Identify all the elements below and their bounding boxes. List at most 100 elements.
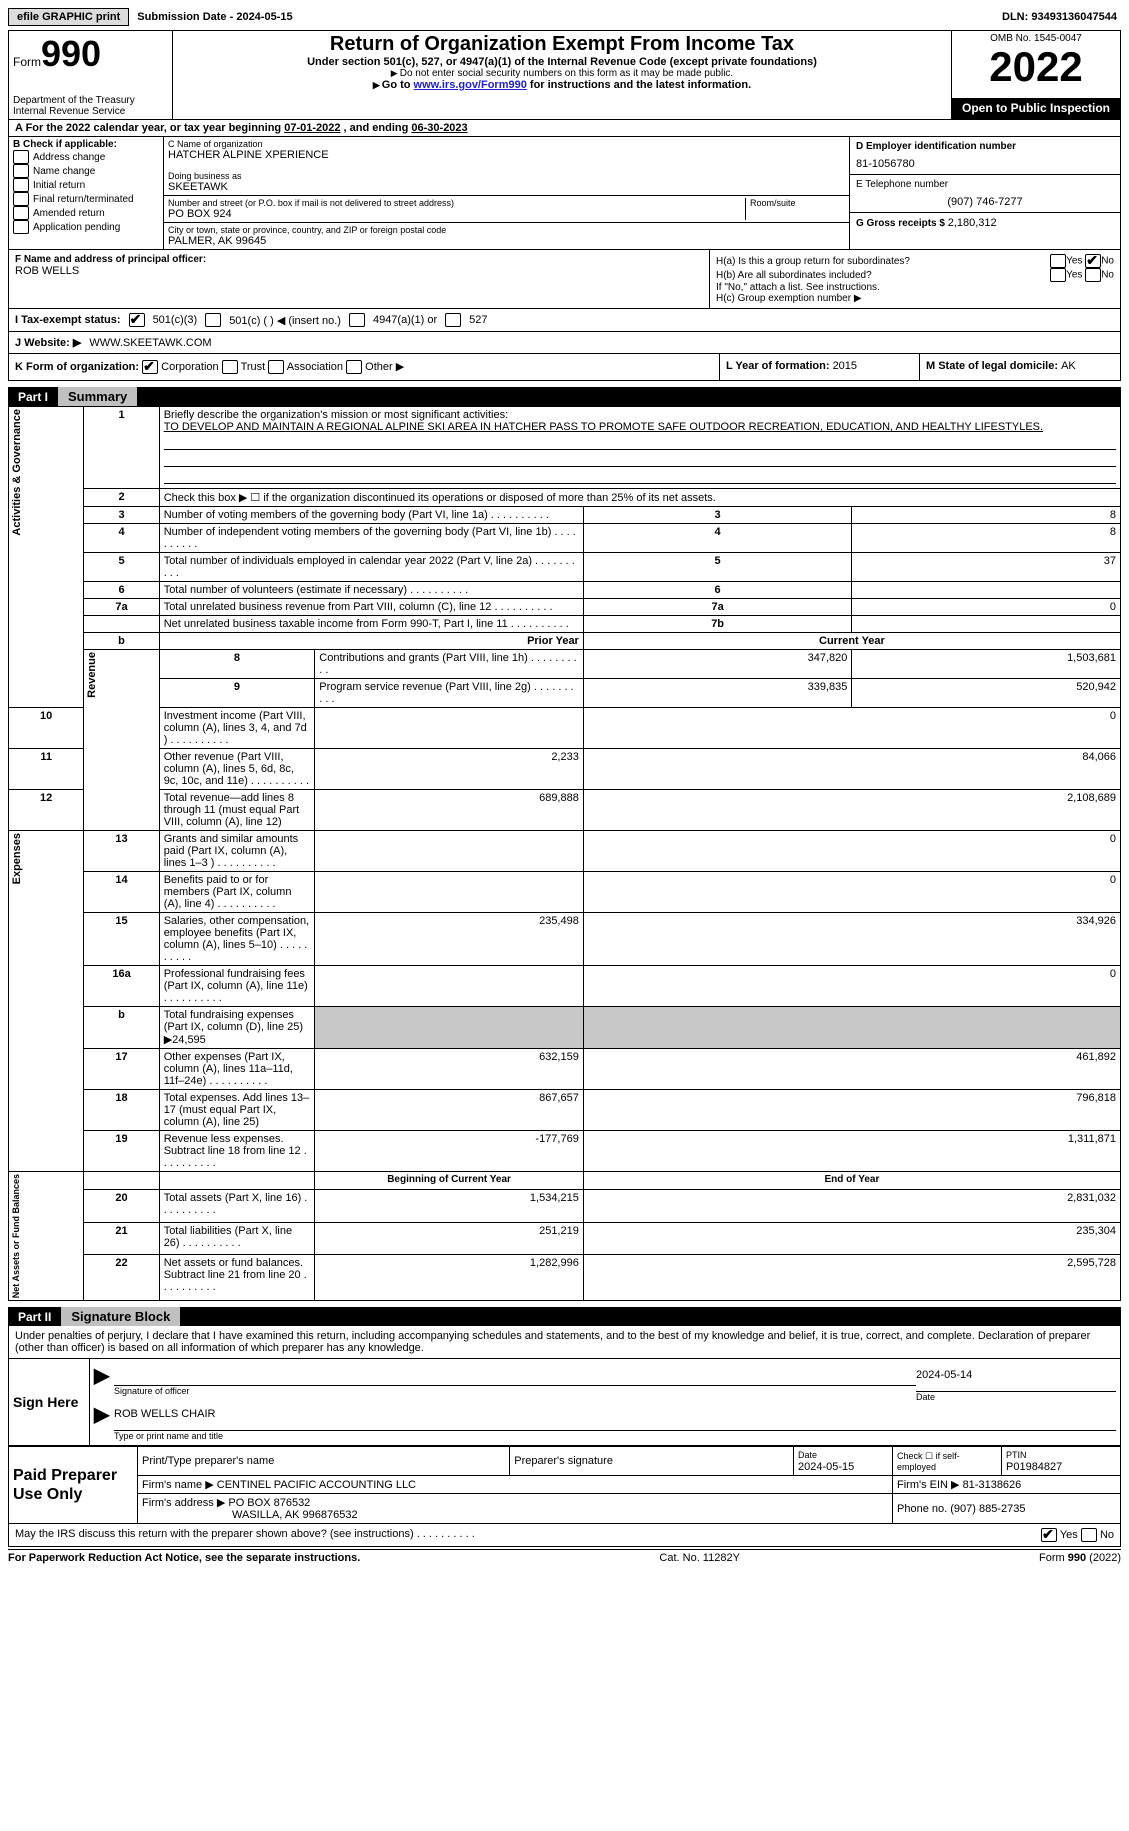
chk-application-pending[interactable]: Application pending bbox=[13, 220, 159, 234]
shaded-cell bbox=[315, 1007, 584, 1049]
form-header: Form 990 Department of the Treasury Inte… bbox=[8, 30, 1121, 120]
line-value: 37 bbox=[852, 553, 1121, 582]
opt-trust: Trust bbox=[241, 361, 266, 373]
paperwork-notice: For Paperwork Reduction Act Notice, see … bbox=[8, 1552, 360, 1564]
line-num: 3 bbox=[84, 507, 159, 524]
line-text: Investment income (Part VIII, column (A)… bbox=[159, 708, 315, 749]
paid-preparer-table: Paid Preparer Use Only Print/Type prepar… bbox=[8, 1446, 1121, 1524]
current-value: 0 bbox=[583, 872, 1120, 913]
checkbox-icon bbox=[13, 178, 29, 192]
checkbox-icon[interactable] bbox=[1081, 1528, 1097, 1542]
part2-header: Part II Signature Block bbox=[8, 1307, 1121, 1326]
line-num: 7a bbox=[84, 599, 159, 616]
side-net-assets: Net Assets or Fund Balances bbox=[9, 1172, 23, 1300]
chk-label: Address change bbox=[33, 152, 105, 163]
line-value: 0 bbox=[852, 599, 1121, 616]
checkbox-icon[interactable] bbox=[349, 313, 365, 327]
line-num: 6 bbox=[84, 582, 159, 599]
line-text: Total number of volunteers (estimate if … bbox=[159, 582, 583, 599]
chk-initial-return[interactable]: Initial return bbox=[13, 178, 159, 192]
prior-value: 2,233 bbox=[315, 749, 584, 790]
chk-final-return[interactable]: Final return/terminated bbox=[13, 192, 159, 206]
dln-value: 93493136047544 bbox=[1031, 11, 1117, 23]
current-year-header: Current Year bbox=[583, 633, 1120, 650]
line-value: 8 bbox=[852, 524, 1121, 553]
irs-link[interactable]: www.irs.gov/Form990 bbox=[414, 79, 527, 91]
checkbox-icon[interactable] bbox=[346, 360, 362, 374]
checkbox-icon bbox=[13, 220, 29, 234]
open-to-public: Open to Public Inspection bbox=[952, 99, 1121, 120]
line-num: 15 bbox=[84, 913, 159, 966]
current-value: 2,595,728 bbox=[583, 1255, 1120, 1301]
prior-value bbox=[315, 872, 584, 913]
line-num: 16a bbox=[84, 966, 159, 1007]
line-num: 9 bbox=[159, 679, 315, 708]
signature-line bbox=[114, 1363, 916, 1386]
checkbox-icon[interactable] bbox=[142, 360, 158, 374]
firm-ein: 81-3138626 bbox=[963, 1479, 1022, 1491]
form-subtitle: Under section 501(c), 527, or 4947(a)(1)… bbox=[177, 56, 947, 68]
checkbox-icon bbox=[13, 150, 29, 164]
line-num: 5 bbox=[84, 553, 159, 582]
gross-label: G Gross receipts $ bbox=[856, 218, 948, 229]
line-num: 18 bbox=[84, 1090, 159, 1131]
current-value: 2,831,032 bbox=[583, 1190, 1120, 1223]
org-name: HATCHER ALPINE XPERIENCE bbox=[168, 149, 845, 161]
line-text: Salaries, other compensation, employee b… bbox=[159, 913, 315, 966]
tax-year: 2022 bbox=[956, 44, 1116, 90]
room-label: Room/suite bbox=[750, 198, 845, 208]
checkbox-icon[interactable] bbox=[129, 313, 145, 327]
line-value: 8 bbox=[852, 507, 1121, 524]
row-j: J Website: ▶ WWW.SKEETAWK.COM bbox=[8, 332, 1121, 354]
efile-print-button[interactable]: efile GRAPHIC print bbox=[8, 8, 129, 26]
checkbox-icon[interactable] bbox=[1041, 1528, 1057, 1542]
discuss-row: May the IRS discuss this return with the… bbox=[8, 1524, 1121, 1547]
discuss-text: May the IRS discuss this return with the… bbox=[15, 1528, 475, 1542]
opt-527: 527 bbox=[469, 314, 487, 326]
checkbox-icon[interactable] bbox=[1050, 268, 1066, 282]
goto-prefix: Go to bbox=[373, 79, 414, 91]
prior-value bbox=[315, 831, 584, 872]
checkbox-icon[interactable] bbox=[1050, 254, 1066, 268]
ptin-label: PTIN bbox=[1006, 1450, 1027, 1460]
side-expenses: Expenses bbox=[9, 831, 25, 886]
opt-assoc: Association bbox=[287, 361, 343, 373]
line-num: 11 bbox=[9, 749, 84, 790]
part1-title: Summary bbox=[58, 387, 137, 406]
opt-501c: 501(c) ( ) ◀ (insert no.) bbox=[229, 314, 341, 327]
checkbox-icon[interactable] bbox=[1085, 268, 1101, 282]
city-value: PALMER, AK 99645 bbox=[168, 235, 845, 247]
line-text: Revenue less expenses. Subtract line 18 … bbox=[159, 1131, 315, 1172]
prior-value: 251,219 bbox=[315, 1222, 584, 1255]
firm-name: CENTINEL PACIFIC ACCOUNTING LLC bbox=[217, 1479, 416, 1491]
city-label: City or town, state or province, country… bbox=[168, 225, 845, 235]
checkbox-icon[interactable] bbox=[1085, 254, 1101, 268]
year-formation-label: L Year of formation: bbox=[726, 360, 833, 372]
sig-date: 2024-05-14 bbox=[916, 1363, 1116, 1392]
line-text: Contributions and grants (Part VIII, lin… bbox=[315, 650, 584, 679]
gross-value: 2,180,312 bbox=[948, 217, 997, 229]
chk-label: Initial return bbox=[33, 180, 85, 191]
current-value: 0 bbox=[583, 831, 1120, 872]
checkbox-icon[interactable] bbox=[205, 313, 221, 327]
chk-name-change[interactable]: Name change bbox=[13, 164, 159, 178]
blank-line bbox=[164, 452, 1116, 467]
hb-note: If "No," attach a list. See instructions… bbox=[716, 282, 1114, 293]
line-value bbox=[852, 616, 1121, 633]
checkbox-icon[interactable] bbox=[445, 313, 461, 327]
line-text: Total fundraising expenses (Part IX, col… bbox=[159, 1007, 315, 1049]
line-num: 10 bbox=[9, 708, 84, 749]
chk-amended-return[interactable]: Amended return bbox=[13, 206, 159, 220]
hb-label: H(b) Are all subordinates included? bbox=[716, 270, 872, 281]
firm-phone-label: Phone no. bbox=[897, 1503, 950, 1515]
summary-table: Activities & Governance 1 Briefly descri… bbox=[8, 406, 1121, 1301]
line-box: 7b bbox=[583, 616, 852, 633]
line-num: 14 bbox=[84, 872, 159, 913]
chk-address-change[interactable]: Address change bbox=[13, 150, 159, 164]
state-domicile-label: M State of legal domicile: bbox=[926, 360, 1061, 372]
dln-label: DLN: bbox=[1002, 11, 1031, 23]
row-klm: K Form of organization: Corporation Trus… bbox=[8, 354, 1121, 381]
checkbox-icon[interactable] bbox=[268, 360, 284, 374]
checkbox-icon[interactable] bbox=[222, 360, 238, 374]
form-title: Return of Organization Exempt From Incom… bbox=[177, 33, 947, 56]
